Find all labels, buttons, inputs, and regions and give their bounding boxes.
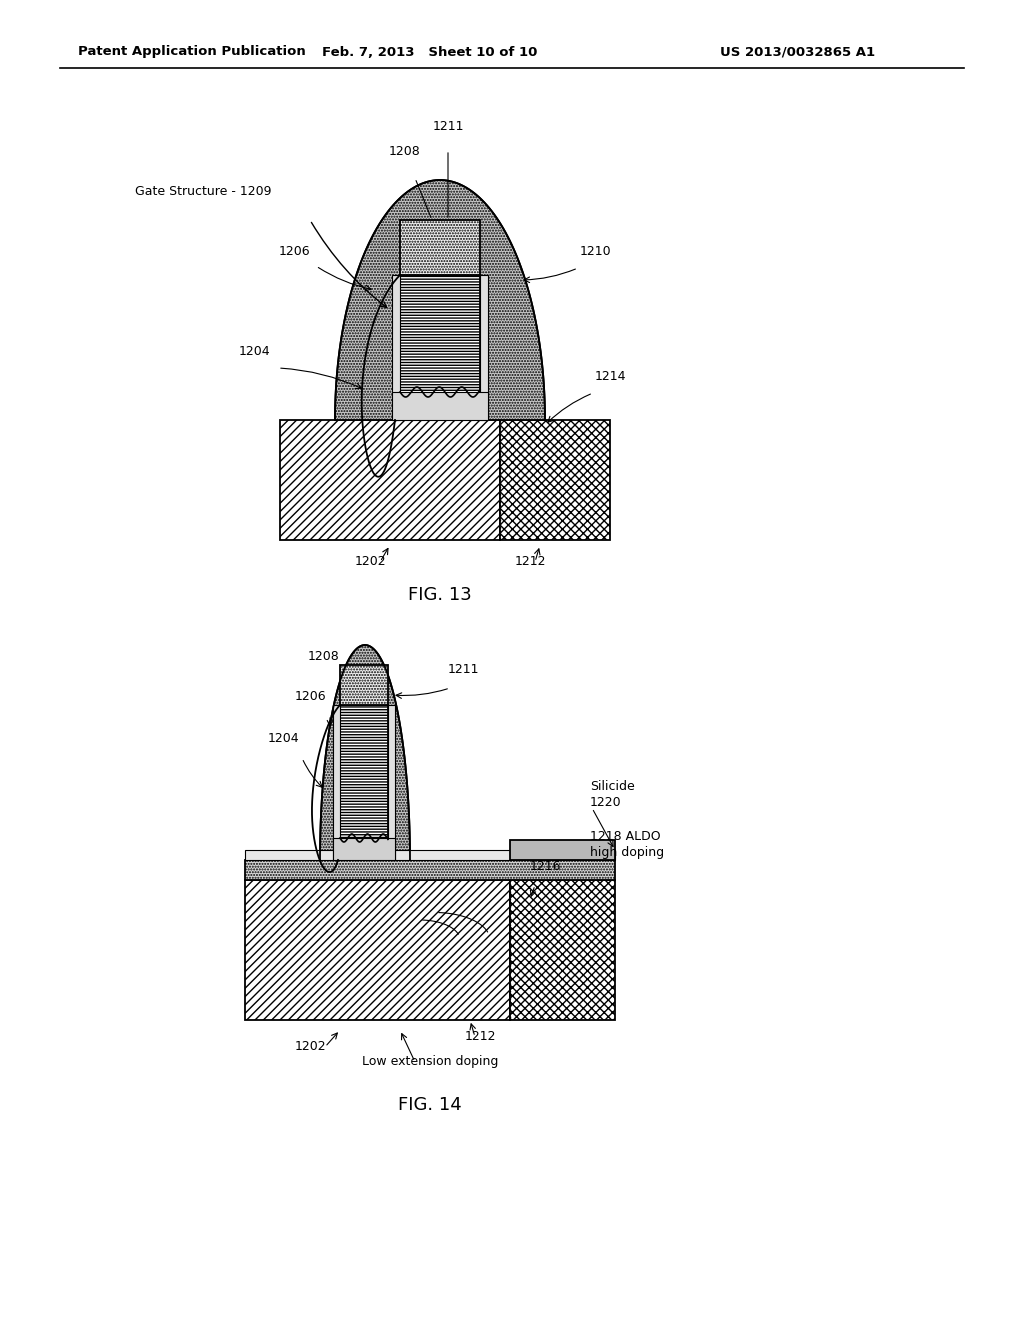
Bar — [245, 880, 510, 1020]
Bar — [510, 880, 615, 1020]
Bar — [245, 850, 615, 861]
Bar — [245, 861, 615, 880]
Text: high doping: high doping — [590, 846, 665, 859]
Text: 1206: 1206 — [295, 690, 327, 704]
Text: Low extension doping: Low extension doping — [361, 1055, 499, 1068]
Polygon shape — [335, 180, 545, 420]
Bar — [280, 420, 500, 540]
Bar — [500, 420, 610, 540]
Text: US 2013/0032865 A1: US 2013/0032865 A1 — [720, 45, 876, 58]
Bar — [400, 275, 480, 420]
Text: 1214: 1214 — [595, 370, 627, 383]
Text: Feb. 7, 2013   Sheet 10 of 10: Feb. 7, 2013 Sheet 10 of 10 — [323, 45, 538, 58]
Bar — [392, 275, 400, 420]
Text: 1211: 1211 — [449, 663, 479, 676]
Text: 1208: 1208 — [308, 649, 340, 663]
Bar — [510, 840, 615, 861]
Text: 1210: 1210 — [580, 246, 611, 257]
Text: 1220: 1220 — [590, 796, 622, 809]
Bar — [392, 392, 488, 420]
Bar — [340, 705, 388, 861]
Text: Patent Application Publication: Patent Application Publication — [78, 45, 306, 58]
Text: 1202: 1202 — [294, 1040, 326, 1053]
Bar — [333, 838, 395, 861]
Bar — [400, 220, 480, 275]
Bar — [480, 275, 488, 420]
Text: 1202: 1202 — [354, 554, 386, 568]
Text: 1204: 1204 — [239, 345, 270, 358]
Text: 1218 ALDO: 1218 ALDO — [590, 830, 660, 843]
Text: Gate Structure - 1209: Gate Structure - 1209 — [135, 185, 271, 198]
Text: Silicide: Silicide — [590, 780, 635, 793]
Text: 1206: 1206 — [279, 246, 310, 257]
Text: 1212: 1212 — [464, 1030, 496, 1043]
Polygon shape — [319, 645, 410, 861]
Text: FIG. 14: FIG. 14 — [398, 1096, 462, 1114]
Bar — [340, 665, 388, 705]
Text: 1204: 1204 — [268, 733, 300, 744]
Bar — [333, 705, 340, 861]
Text: 1212: 1212 — [514, 554, 546, 568]
Bar — [388, 705, 395, 861]
Text: FIG. 13: FIG. 13 — [409, 586, 472, 605]
Text: 1211: 1211 — [432, 120, 464, 133]
Text: 1208: 1208 — [389, 145, 421, 158]
Text: 1216: 1216 — [530, 861, 561, 873]
